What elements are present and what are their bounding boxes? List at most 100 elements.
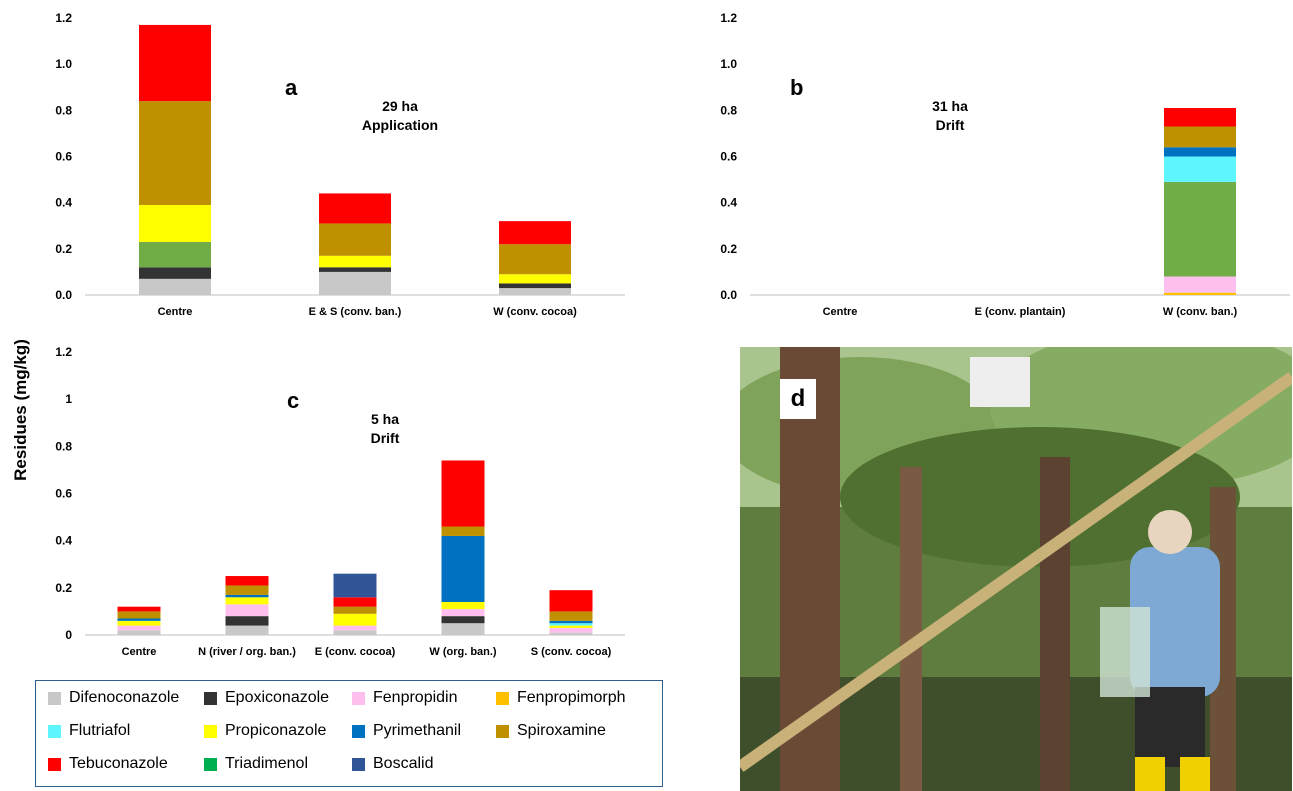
bar-segment [499, 283, 571, 289]
panel-label-d: d [780, 379, 816, 419]
bar-segment [441, 460, 485, 527]
x-category-label: Centre [158, 306, 193, 318]
y-tick-label: 0.0 [720, 288, 737, 302]
bar-segment [117, 611, 161, 619]
legend-item: Triadimenol [204, 755, 308, 773]
legend-item: Difenoconazole [48, 689, 179, 707]
legend-swatch [496, 724, 509, 738]
y-tick-label: 0.6 [720, 150, 737, 164]
bar-segment [499, 288, 571, 295]
bar-segment [319, 255, 391, 268]
bar-segment [499, 274, 571, 284]
legend-swatch [204, 724, 217, 738]
bar-segment [225, 616, 269, 626]
x-category-label: E (conv. cocoa) [315, 646, 396, 658]
x-category-label: N (river / org. ban.) [198, 646, 296, 658]
y-tick-label: 0.4 [720, 196, 737, 210]
bar-segment [1164, 292, 1236, 295]
legend-label: Fenpropidin [373, 689, 458, 706]
chart-annotation-line: 31 ha [932, 98, 968, 114]
y-tick-label: 0.6 [55, 150, 72, 164]
bar-segment [333, 625, 377, 631]
bar-segment [1164, 126, 1236, 148]
bar-segment [441, 623, 485, 635]
y-tick-label: 1.0 [55, 57, 72, 71]
bar-segment [441, 609, 485, 617]
bar-segment [225, 604, 269, 617]
bar-segment [549, 623, 593, 626]
legend-label: Pyrimethanil [373, 722, 462, 739]
y-axis-label: Residues (mg/kg) [4, 260, 34, 560]
y-tick-label: 0.2 [720, 242, 737, 256]
panel-label: c [287, 388, 299, 413]
legend-label: Propiconazole [225, 722, 327, 739]
bar-segment [139, 204, 211, 242]
chart-annotation-line: Drift [371, 430, 400, 446]
field-photo: d [740, 347, 1292, 791]
bar-segment [549, 620, 593, 624]
legend-item: Pyrimethanil [352, 722, 461, 740]
bar-segment [549, 590, 593, 612]
bar-segment [139, 101, 211, 205]
bar-segment [441, 601, 485, 610]
bar-segment [225, 576, 269, 586]
legend-swatch [48, 757, 61, 771]
bar-segment [1164, 108, 1236, 127]
bar-segment [225, 585, 269, 595]
bar-segment [117, 630, 161, 635]
x-category-label: Centre [823, 306, 858, 318]
legend-item: Fenpropimorph [496, 689, 626, 707]
bar-segment [1164, 156, 1236, 182]
y-tick-label: 1 [65, 392, 72, 406]
panel-label: b [790, 75, 803, 100]
bar-segment [549, 611, 593, 621]
legend-label: Fenpropimorph [517, 689, 626, 706]
legend-item: Boscalid [352, 755, 433, 773]
legend-item: Tebuconazole [48, 755, 168, 773]
bar-segment [441, 526, 485, 536]
y-tick-label: 0.0 [55, 288, 72, 302]
x-category-label: W (conv. cocoa) [493, 306, 577, 318]
legend-label: Difenoconazole [69, 689, 180, 706]
bar-segment [333, 613, 377, 626]
bar-segment [319, 267, 391, 272]
bar-segment [549, 632, 593, 635]
legend-swatch [352, 691, 365, 705]
legend-swatch [352, 757, 365, 771]
bar-segment [225, 594, 269, 598]
bar-segment [117, 618, 161, 621]
bar-segment [441, 535, 485, 602]
bar-segment [333, 597, 377, 607]
bar-segment [499, 221, 571, 245]
x-category-label: W (conv. ban.) [1163, 306, 1238, 318]
bar-segment [333, 606, 377, 614]
y-axis-label-svg: Residues (mg/kg) [11, 339, 30, 481]
bar-segment [225, 625, 269, 635]
y-tick-label: 0.4 [55, 196, 72, 210]
bar-segment [319, 223, 391, 256]
bar-segment [499, 244, 571, 275]
bar-segment [333, 630, 377, 635]
chart-a-plot: 0.0 0.2 0.4 0.6 0.8 1.0 1.2 Centre E & S (conv. … [55, 11, 625, 318]
legend-item: Spiroxamine [496, 722, 606, 740]
bar-segment [1164, 147, 1236, 157]
legend-item: Propiconazole [204, 722, 326, 740]
legend-label: Flutriafol [69, 722, 131, 739]
chart-annotation-line: Drift [936, 117, 965, 133]
y-tick-label: 0.8 [55, 103, 72, 117]
legend-label: Tebuconazole [69, 755, 168, 772]
legend-item: Epoxiconazole [204, 689, 329, 707]
banana-plantation-photo-illustration [740, 347, 1292, 791]
chart-panel-b: 0.0 0.2 0.4 0.6 0.8 1.0 1.2 Centre E (conv. plan… [720, 11, 1290, 318]
y-tick-label: 0.4 [55, 534, 72, 548]
legend-swatch [204, 757, 217, 771]
x-category-label: Centre [122, 646, 157, 658]
bar-segment [1164, 181, 1236, 277]
x-category-label: W (org. ban.) [429, 646, 497, 658]
bar-segment [319, 193, 391, 224]
y-tick-label: 0.6 [55, 487, 72, 501]
x-category-label: E & S (conv. ban.) [309, 306, 402, 318]
x-category-label: S (conv. cocoa) [531, 646, 612, 658]
y-tick-label: 0 [65, 628, 72, 642]
y-tick-label: 1.2 [55, 345, 72, 359]
